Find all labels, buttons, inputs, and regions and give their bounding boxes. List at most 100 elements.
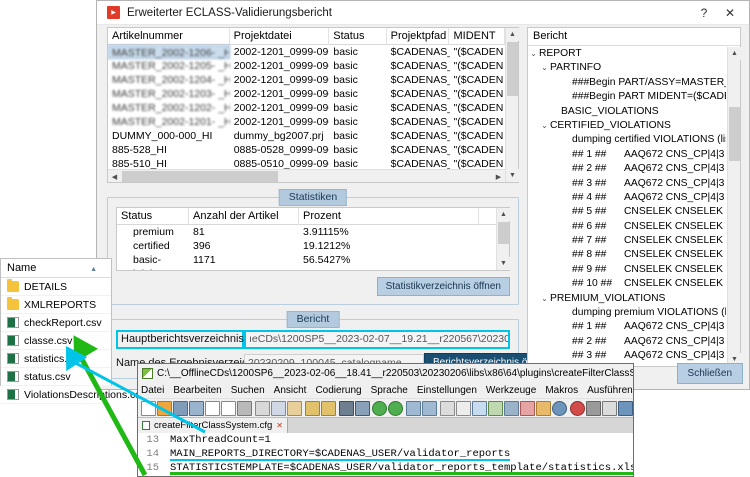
menu-item-codierung[interactable]: Codierung [315, 384, 362, 396]
chevron-down-icon[interactable]: ⌄ [530, 49, 537, 58]
zoom-in-icon[interactable] [372, 400, 388, 416]
user-language-icon[interactable] [488, 400, 504, 416]
code-line[interactable]: 13 MaxThreadCount=1 [138, 433, 633, 447]
run-macro-multiple-icon[interactable] [618, 400, 634, 416]
tree-node[interactable]: ⌄ CERTIFIED_VIOLATIONS [528, 119, 726, 133]
table-row[interactable]: MASTER_2002-1205- _HI2002-1201_0999-0962… [108, 59, 505, 73]
redo-icon[interactable] [320, 400, 336, 416]
list-item[interactable]: statistics.xlsx [1, 350, 111, 368]
list-item[interactable]: checkReport.csv [1, 314, 111, 332]
column-header-stat-status[interactable]: Status [117, 208, 189, 225]
word-wrap-icon[interactable] [440, 400, 456, 416]
code-line[interactable]: 15 STATISTICSTEMPLATE=$CADENAS_USER/valid… [138, 461, 633, 475]
play-macro-icon[interactable] [602, 400, 618, 416]
save-all-icon[interactable] [189, 400, 204, 416]
stat-vscroll-thumb[interactable] [498, 222, 509, 244]
tree-node[interactable]: ## 5 ## CNSELEK CNSELEK # ... [528, 205, 726, 219]
explorer-column-header-name[interactable]: Name ▲ [1, 259, 111, 278]
article-table[interactable]: Artikelnummer Projektdatei Status Projek… [107, 27, 519, 183]
scroll-right-icon[interactable]: ▶ [495, 173, 502, 181]
vscroll-thumb[interactable] [507, 42, 518, 96]
copy-icon[interactable] [270, 400, 286, 416]
tree-node[interactable]: ## 2 ## AAQ672 CNS_CP|4|3 6... [528, 162, 726, 176]
list-item[interactable]: DETAILS [1, 278, 111, 296]
save-icon[interactable] [173, 400, 188, 416]
chevron-down-icon[interactable]: ⌄ [541, 293, 548, 303]
column-header-prozent[interactable]: Prozent [299, 208, 479, 225]
close-file-icon[interactable] [205, 400, 220, 416]
tree-node[interactable]: ⌄ PREMIUM_VIOLATIONS [528, 292, 726, 306]
record-macro-icon[interactable] [570, 400, 586, 416]
table-row[interactable]: DUMMY_000-000_HI dummy_bg2007.prj basic $CA… [108, 129, 505, 143]
article-table-vscrollbar[interactable]: ▲ ▼ [505, 28, 519, 182]
tab-close-icon[interactable]: ✕ [276, 421, 283, 430]
menu-item-ausfhren[interactable]: Ausführen [587, 384, 633, 396]
code-line[interactable]: 16 [138, 475, 633, 476]
statistics-table[interactable]: Status Anzahl der Artikel Prozent premiu… [116, 207, 510, 271]
sync-scroll-v-icon[interactable] [406, 400, 422, 416]
scroll-up-icon[interactable]: ▲ [506, 28, 519, 41]
tree-node[interactable]: ## 10 ## CNSELEK CNSELEK #... [528, 277, 726, 291]
article-table-hscrollbar[interactable]: ◀ ▶ [108, 169, 505, 182]
tree-node[interactable]: ## 3 ## AAQ672 CNS_CP|4|3 6... [528, 349, 726, 363]
show-all-chars-icon[interactable] [456, 400, 472, 416]
tab-createfilterclasssystem-cfg[interactable]: createFilterClassSystem.cfg ✕ [138, 417, 288, 434]
tree-node[interactable]: ⌄ PARTINFO [528, 61, 726, 75]
monitor-icon[interactable] [552, 400, 568, 416]
statistics-row[interactable]: certified 396 19.1212% [117, 239, 496, 253]
tree-node[interactable]: ## 8 ## CNSELEK CNSELEK # ... [528, 248, 726, 262]
menu-item-suchen[interactable]: Suchen [230, 384, 265, 396]
table-row[interactable]: MASTER_2002-1201- _HI2002-1201_0999-0962… [108, 115, 505, 129]
column-header-projektpfad[interactable]: Projektpfad [387, 28, 450, 45]
tree-node[interactable]: dumping certified VIOLATIONS (list of Mi… [528, 133, 726, 147]
stat-scroll-down-icon[interactable]: ▼ [497, 257, 510, 270]
find-icon[interactable] [338, 400, 354, 416]
cut-icon[interactable] [254, 400, 270, 416]
main-report-dir-input[interactable]: ıeCDs\1200SP5__2023-02-07__19.21__r22056… [244, 330, 510, 349]
tree-scroll-up-icon[interactable]: ▲ [728, 47, 741, 60]
stat-scroll-up-icon[interactable]: ▲ [497, 208, 510, 221]
column-header-status[interactable]: Status [329, 28, 387, 45]
list-item[interactable]: XMLREPORTS [1, 296, 111, 314]
table-row[interactable]: MASTER_2002-1206- _HI2002-1201_0999-0962… [108, 45, 505, 59]
menu-item-bearbeiten[interactable]: Bearbeiten [173, 384, 222, 396]
menu-item-einstellungen[interactable]: Einstellungen [416, 384, 477, 396]
scroll-down-icon[interactable]: ▼ [506, 169, 519, 182]
list-item[interactable]: classe.csv [1, 332, 111, 350]
new-file-icon[interactable] [141, 400, 156, 416]
close-icon[interactable]: ✕ [724, 6, 736, 20]
tree-node[interactable]: ## 3 ## AAQ672 CNS_CP|4|3 4... [528, 177, 726, 191]
tree-vscroll-thumb[interactable] [729, 107, 740, 161]
indent-guide-icon[interactable] [472, 400, 488, 416]
tree-node[interactable]: BASIC_VIOLATIONS [528, 105, 726, 119]
menu-item-werkzeuge[interactable]: Werkzeuge [485, 384, 537, 396]
tree-node[interactable]: dumping premium VIOLATIONS (list of Miss… [528, 306, 726, 320]
paste-icon[interactable] [286, 400, 302, 416]
statistics-row[interactable]: basic-minus 1171 56.5427% [117, 253, 496, 270]
statistics-row[interactable]: basic2039.80203% [117, 267, 496, 270]
tree-node[interactable]: ## 6 ## CNSELEK CNSELEK # ... [528, 220, 726, 234]
tree-node[interactable]: ## 1 ## AAQ672 CNS_CP|4|3 2... [528, 320, 726, 334]
menu-item-ansicht[interactable]: Ansicht [273, 384, 307, 396]
column-header-mident[interactable]: MIDENT [449, 28, 505, 45]
column-header-artikelnummer[interactable]: Artikelnummer [108, 28, 230, 45]
replace-icon[interactable] [354, 400, 370, 416]
hscroll-thumb[interactable] [122, 171, 278, 182]
tree-node[interactable]: ## 4 ## AAQ672 CNS_CP|4|3 4... [528, 191, 726, 205]
function-list-icon[interactable] [520, 400, 536, 416]
open-statistics-directory-button[interactable]: Statistikverzeichnis öffnen [376, 277, 510, 296]
help-button[interactable]: ? [700, 6, 708, 20]
statistics-vscrollbar[interactable]: ▲ ▼ [496, 208, 510, 270]
menu-item-sprache[interactable]: Sprache [370, 384, 408, 396]
statistics-row[interactable]: premium 81 3.91115% [117, 225, 496, 239]
tree-vscrollbar[interactable]: ▲ ▼ [727, 47, 741, 366]
tree-node[interactable]: ## 2 ## AAQ672 CNS_CP|4|3 2... [528, 335, 726, 349]
menu-item-makros[interactable]: Makros [545, 384, 579, 396]
doc-map-icon[interactable] [504, 400, 520, 416]
tree-node[interactable]: ## 9 ## CNSELEK CNSELEK # ... [528, 263, 726, 277]
scroll-left-icon[interactable]: ◀ [111, 173, 118, 181]
list-item[interactable]: ViolationsDescriptions.csv [1, 386, 146, 404]
table-row[interactable]: MASTER_2002-1202- _HI2002-1201_0999-0962… [108, 101, 505, 115]
